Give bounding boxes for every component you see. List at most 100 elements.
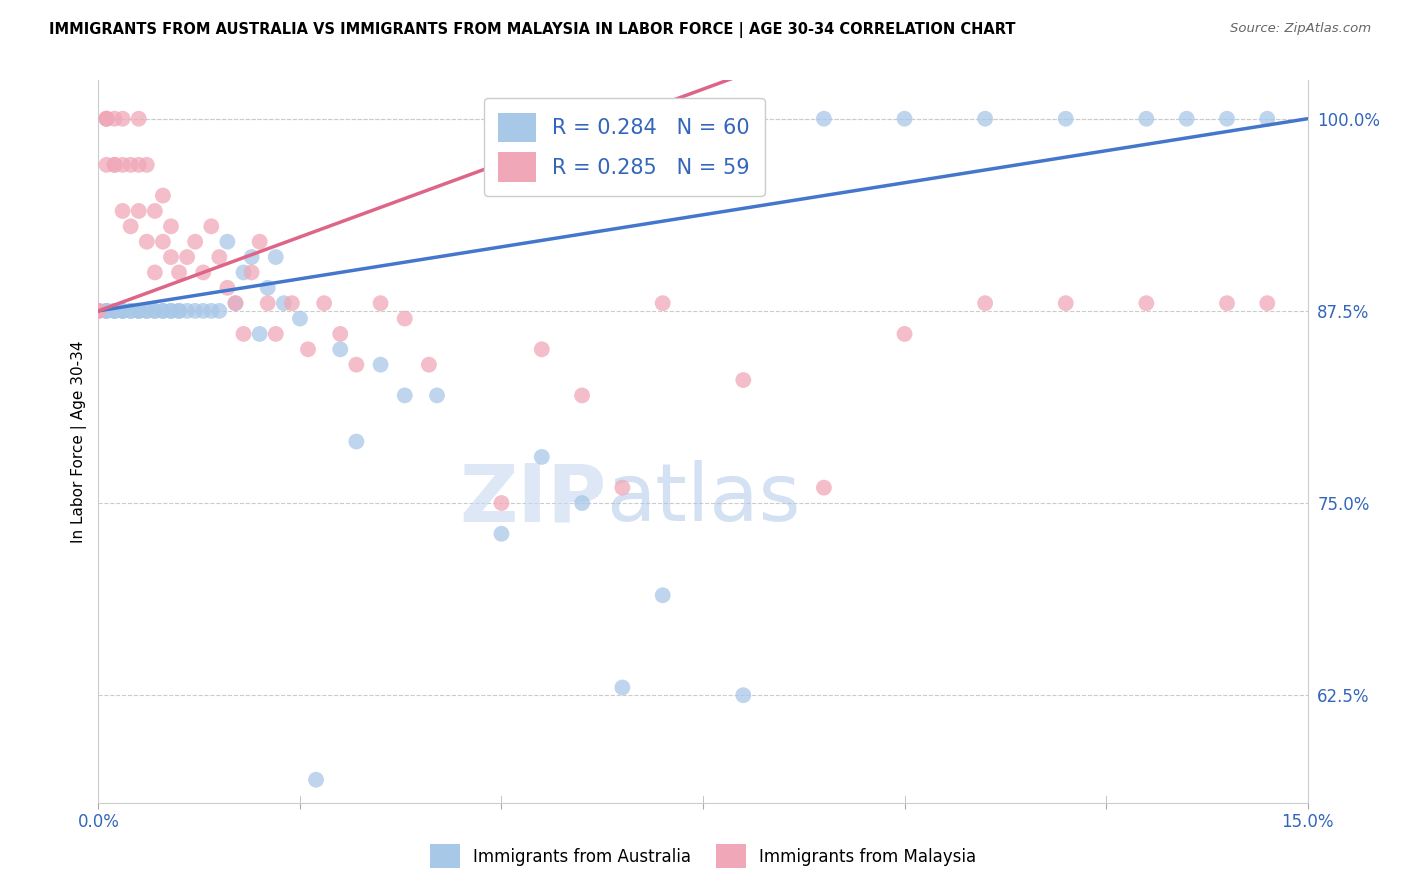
Point [120, 304, 142, 318]
Point [1054, 296, 1077, 310]
Point [111, 203, 134, 218]
Point [135, 158, 157, 172]
Text: IMMIGRANTS FROM AUSTRALIA VS IMMIGRANTS FROM MALAYSIA IN LABOR FORCE | AGE 30-34: IMMIGRANTS FROM AUSTRALIA VS IMMIGRANTS … [49, 22, 1015, 38]
Point [128, 158, 150, 172]
Point [974, 112, 997, 126]
Point [249, 235, 271, 249]
Point [1216, 296, 1239, 310]
Point [1054, 112, 1077, 126]
Point [224, 296, 246, 310]
Point [103, 304, 125, 318]
Point [264, 326, 287, 341]
Point [256, 296, 278, 310]
Point [135, 235, 157, 249]
Point [224, 296, 246, 310]
Point [96, 304, 118, 318]
Point [893, 326, 915, 341]
Point [160, 250, 183, 264]
Point [193, 304, 215, 318]
Point [96, 304, 118, 318]
Point [974, 296, 997, 310]
Point [281, 296, 304, 310]
Y-axis label: In Labor Force | Age 30-34: In Labor Force | Age 30-34 [72, 340, 87, 543]
Point [288, 311, 311, 326]
Text: ZIP: ZIP [458, 460, 606, 539]
Point [1135, 112, 1157, 126]
Point [329, 326, 352, 341]
Point [176, 250, 198, 264]
Point [491, 496, 513, 510]
Point [96, 158, 118, 172]
Point [733, 688, 755, 702]
Point [167, 304, 190, 318]
Point [87, 304, 110, 318]
Point [314, 296, 336, 310]
Point [167, 265, 190, 279]
Point [200, 304, 222, 318]
Point [1135, 296, 1157, 310]
Point [200, 219, 222, 234]
Point [103, 304, 125, 318]
Point [87, 304, 110, 318]
Point [1256, 112, 1278, 126]
Point [651, 588, 673, 602]
Point [103, 158, 125, 172]
Point [273, 296, 295, 310]
Point [240, 250, 263, 264]
Point [96, 112, 118, 126]
Point [160, 219, 183, 234]
Point [329, 343, 352, 357]
Point [96, 304, 118, 318]
Point [120, 158, 142, 172]
Point [297, 343, 319, 357]
Point [1256, 296, 1278, 310]
Point [491, 526, 513, 541]
Point [103, 158, 125, 172]
Point [160, 304, 183, 318]
Point [651, 296, 673, 310]
Point [232, 326, 254, 341]
Point [111, 304, 134, 318]
Point [128, 304, 150, 318]
Point [256, 281, 278, 295]
Point [152, 235, 174, 249]
Point [184, 235, 207, 249]
Point [128, 304, 150, 318]
Point [103, 304, 125, 318]
Point [176, 304, 198, 318]
Point [232, 265, 254, 279]
Point [530, 450, 553, 464]
Point [152, 304, 174, 318]
Point [87, 304, 110, 318]
Legend: R = 0.284   N = 60, R = 0.285   N = 59: R = 0.284 N = 60, R = 0.285 N = 59 [484, 98, 765, 196]
Point [87, 304, 110, 318]
Point [733, 373, 755, 387]
Point [344, 434, 367, 449]
Point [394, 388, 416, 402]
Text: atlas: atlas [606, 460, 800, 539]
Point [184, 304, 207, 318]
Point [128, 203, 150, 218]
Point [96, 112, 118, 126]
Point [418, 358, 440, 372]
Point [143, 265, 166, 279]
Point [143, 304, 166, 318]
Text: Source: ZipAtlas.com: Source: ZipAtlas.com [1230, 22, 1371, 36]
Point [111, 112, 134, 126]
Point [1216, 112, 1239, 126]
Point [571, 496, 593, 510]
Point [612, 681, 634, 695]
Point [813, 481, 835, 495]
Point [571, 388, 593, 402]
Point [120, 304, 142, 318]
Point [249, 326, 271, 341]
Point [152, 188, 174, 202]
Point [96, 112, 118, 126]
Point [217, 281, 239, 295]
Point [193, 265, 215, 279]
Point [370, 358, 392, 372]
Point [530, 343, 553, 357]
Point [128, 304, 150, 318]
Point [143, 304, 166, 318]
Point [813, 112, 835, 126]
